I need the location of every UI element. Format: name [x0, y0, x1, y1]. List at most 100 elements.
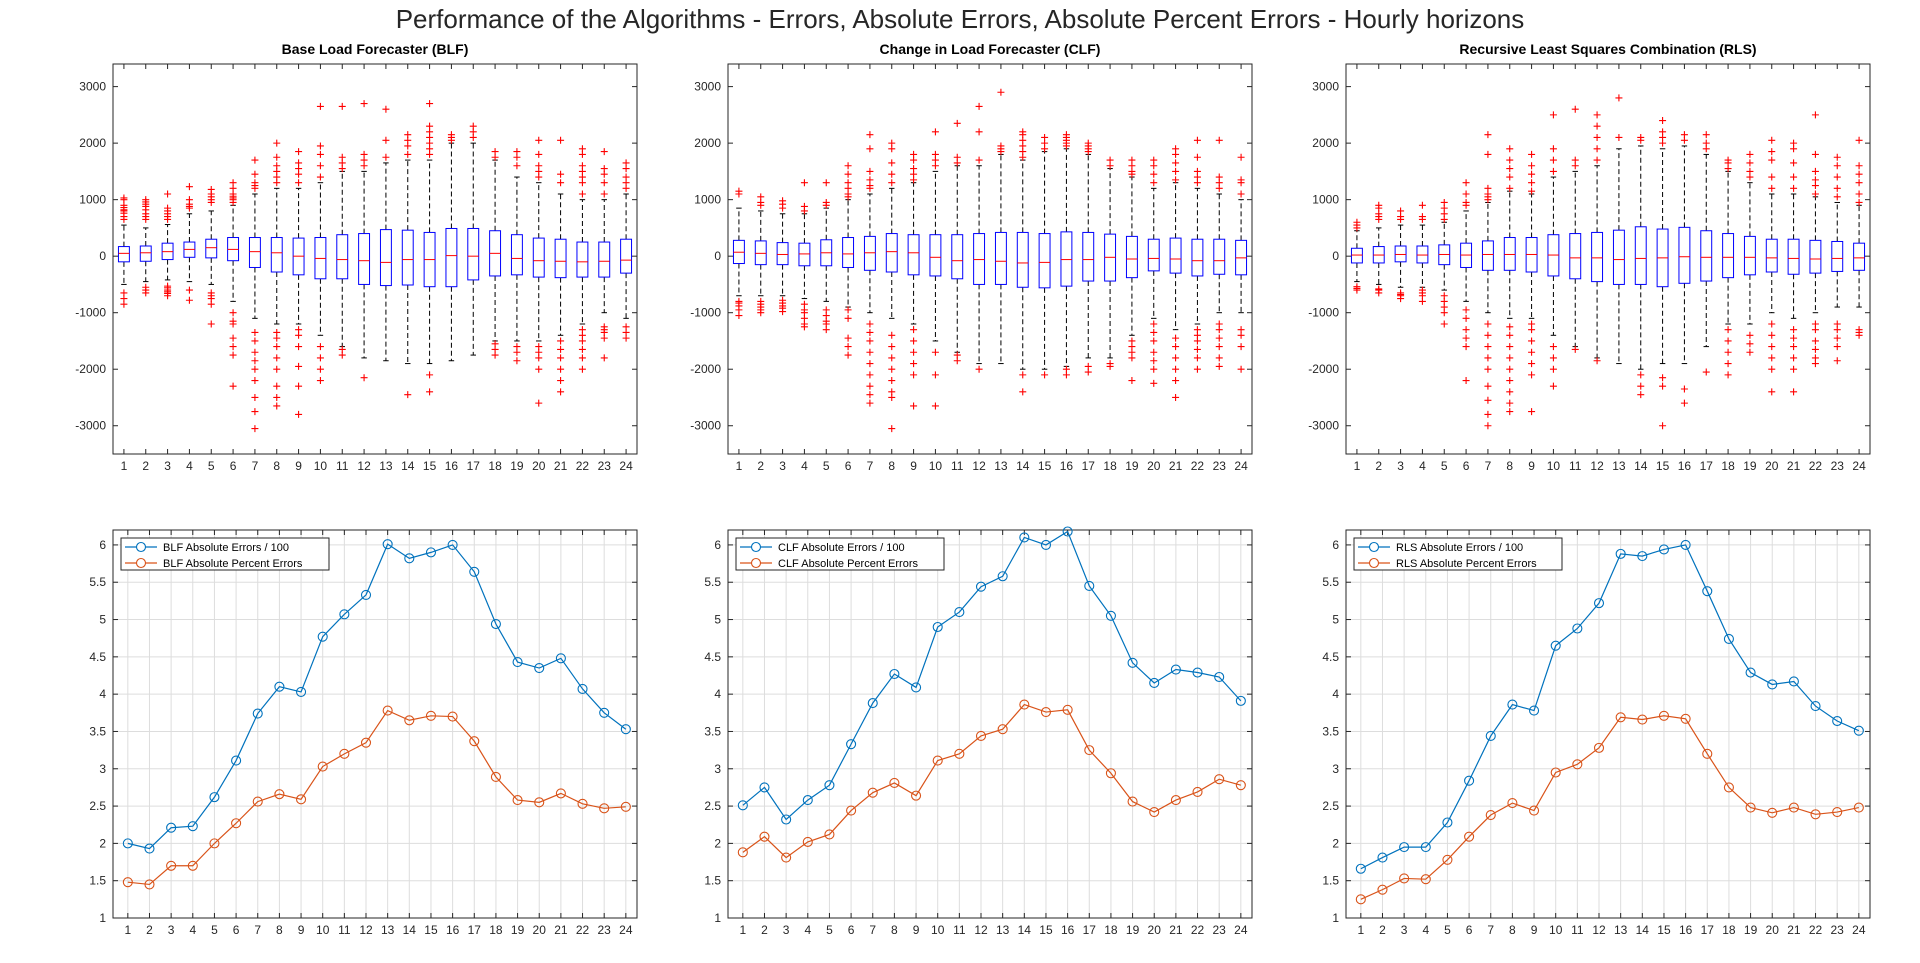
box-23	[1831, 153, 1844, 365]
outlier-marker	[1724, 360, 1732, 368]
x-tick-label: 21	[1787, 923, 1801, 937]
y-tick-label: 0	[99, 249, 106, 263]
outlier-marker	[316, 142, 324, 150]
x-tick-label: 21	[1169, 923, 1183, 937]
outlier-marker	[953, 351, 961, 359]
y-tick-label: 1	[1332, 911, 1339, 925]
x-tick-label: 24	[1852, 459, 1866, 473]
outlier-marker	[888, 354, 896, 362]
outlier-marker	[578, 354, 586, 362]
rls-absolute-percent-errors-marker	[1745, 802, 1756, 813]
y-tick-label: 2	[714, 836, 721, 850]
y-tick-label: 0	[714, 249, 721, 263]
box-6	[1460, 179, 1473, 385]
x-tick-label: 12	[974, 923, 988, 937]
outlier-marker	[1659, 382, 1667, 390]
outlier-marker	[1724, 337, 1732, 345]
outlier-marker	[1833, 153, 1841, 161]
box-5	[1438, 198, 1451, 328]
outlier-marker	[1062, 131, 1070, 139]
box-17	[467, 122, 480, 356]
outlier-marker	[338, 153, 346, 161]
x-tick-label: 7	[254, 923, 261, 937]
legend-box	[120, 537, 330, 571]
outlier-marker	[1549, 145, 1557, 153]
outlier-marker	[1549, 354, 1557, 362]
x-tick-label: 20	[1766, 923, 1780, 937]
x-tick-label: 2	[761, 923, 768, 937]
outlier-marker	[1833, 162, 1841, 170]
blf-absolute-percent-errors-marker	[599, 803, 610, 814]
x-tick-label: 12	[359, 923, 373, 937]
outlier-marker	[1702, 139, 1710, 147]
outlier-marker	[1506, 388, 1514, 396]
outlier-marker	[316, 150, 324, 158]
clf-absolute-errors-100-marker	[997, 571, 1008, 582]
blf-absolute-errors-100-marker	[382, 539, 393, 550]
outlier-marker	[1041, 133, 1049, 141]
y-tick-label: -2000	[75, 362, 106, 376]
clf-absolute-percent-errors-marker	[1127, 796, 1138, 807]
x-tick-label: 13	[379, 459, 393, 473]
outlier-marker	[1746, 348, 1754, 356]
outlier-marker	[535, 399, 543, 407]
clf-absolute-errors-100-marker	[824, 780, 835, 791]
outlier-marker	[1106, 156, 1114, 164]
outlier-marker	[888, 139, 896, 147]
box-iqr	[1191, 238, 1204, 277]
box-4	[183, 183, 196, 304]
legend-box	[735, 537, 945, 571]
plot-area-frame	[1345, 63, 1871, 455]
outlier-marker	[1855, 179, 1863, 187]
outlier-marker	[1833, 334, 1841, 342]
outlier-marker	[316, 343, 324, 351]
outlier-marker	[578, 345, 586, 353]
outlier-marker	[338, 102, 346, 110]
outlier-marker	[1506, 365, 1514, 373]
outlier-marker	[866, 337, 874, 345]
outlier-marker	[1528, 150, 1536, 158]
box-9	[907, 150, 920, 410]
x-tick-label: 10	[316, 923, 330, 937]
outlier-marker	[1833, 357, 1841, 365]
x-tick-label: 1	[121, 459, 128, 473]
outlier-marker	[1571, 105, 1579, 113]
box-22	[1191, 136, 1204, 373]
box-19	[1743, 150, 1756, 356]
outlier-marker	[1172, 176, 1180, 184]
outlier-marker	[273, 153, 281, 161]
outlier-marker	[1150, 320, 1158, 328]
rls-absolute-errors-100-line	[1360, 544, 1860, 870]
outlier-marker	[273, 343, 281, 351]
outlier-marker	[185, 296, 193, 304]
clf-absolute-errors-100-marker	[975, 581, 987, 592]
y-tick-label: -1000	[690, 306, 721, 320]
outlier-marker	[426, 100, 434, 108]
blf-absolute-errors-100-line	[127, 543, 627, 850]
y-tick-label: 1000	[694, 193, 721, 207]
outlier-marker	[142, 283, 150, 291]
outlier-marker	[1506, 323, 1514, 331]
clf-absolute-percent-errors-line	[742, 703, 1242, 859]
blf-absolute-percent-errors-marker	[122, 877, 133, 888]
x-tick-label: 16	[1678, 459, 1692, 473]
box-17	[1700, 131, 1713, 376]
x-tick-label: 15	[424, 923, 438, 937]
outlier-marker	[578, 162, 586, 170]
outlier-marker	[1768, 136, 1776, 144]
outlier-marker	[1746, 150, 1754, 158]
box-5	[205, 185, 218, 328]
outlier-marker	[735, 297, 743, 305]
x-tick-label: 9	[1528, 459, 1535, 473]
blf-absolute-percent-errors-marker	[339, 748, 350, 759]
rls-absolute-errors-100-marker	[1637, 551, 1648, 562]
clf-absolute-errors-100-line	[742, 530, 1242, 821]
x-tick-label: 11	[336, 459, 349, 473]
outlier-marker	[426, 388, 434, 396]
outlier-marker	[910, 337, 918, 345]
y-tick-label: 6	[714, 538, 721, 552]
outlier-marker	[1724, 348, 1732, 356]
legend-swatch-marker	[1368, 557, 1380, 569]
outlier-marker	[1237, 365, 1245, 373]
box-iqr	[1038, 233, 1051, 289]
